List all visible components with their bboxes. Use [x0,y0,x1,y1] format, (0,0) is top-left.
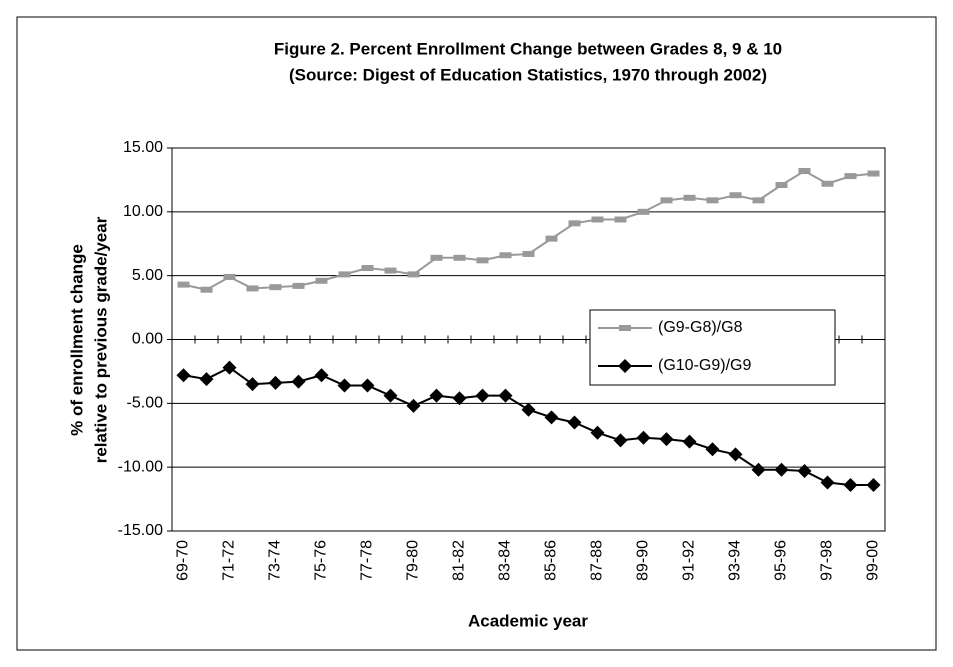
point [660,197,673,204]
point [176,368,191,383]
point [268,375,283,390]
x-tick-label: 93-94 [727,540,744,581]
point [499,252,512,259]
x-tick-label: 71-72 [221,540,238,581]
point [407,271,420,278]
y-tick-label: -10.00 [118,458,163,475]
point [476,257,489,264]
point [544,410,559,425]
point [291,374,306,389]
point [798,167,811,174]
legend-label: (G9-G8)/G8 [658,319,743,336]
point [314,368,329,383]
legend-box [589,309,836,386]
point [337,378,352,393]
x-tick-label: 87-88 [589,540,606,581]
x-tick-label: 77-78 [359,540,376,581]
legend: (G9-G8)/G8 (G10-G9)/G9 [589,309,836,386]
point [453,254,466,261]
point [246,285,259,292]
point [223,273,236,280]
point [636,430,651,445]
point [728,447,743,462]
point [452,391,467,406]
x-tick-label: 69-70 [175,540,192,581]
point [269,284,282,291]
point [867,170,880,177]
point [177,281,190,288]
point [522,250,535,257]
point [568,220,581,227]
point [406,398,421,413]
x-tick-label: 83-84 [497,540,514,581]
point [775,182,788,189]
x-axis-label: Academic year [468,611,588,630]
point [498,388,513,403]
y-tick-label: 5.00 [132,267,163,284]
point [820,475,835,490]
point [245,377,260,392]
point [384,267,397,274]
point [751,462,766,477]
x-tick-label: 99-00 [865,540,882,581]
point [659,432,674,447]
point [590,425,605,440]
point [705,442,720,457]
point [729,192,742,199]
point [429,388,444,403]
point [637,208,650,215]
x-tick-label: 91-92 [681,540,698,581]
point [199,372,214,387]
y-tick-label: -15.00 [118,522,163,539]
point [774,462,789,477]
legend-label: (G10-G9)/G9 [658,357,751,374]
point [821,180,834,187]
point [567,415,582,430]
point [844,173,857,180]
point [752,197,765,204]
point [360,378,375,393]
point [521,402,536,417]
x-tick-label: 81-82 [451,540,468,581]
y-axis-label: relative to previous grade/year [91,216,110,463]
x-tick-label: 95-96 [773,540,790,581]
point [383,388,398,403]
point [614,216,627,223]
x-tick-label: 97-98 [819,540,836,581]
point [361,265,374,272]
point [545,235,558,242]
point [338,271,351,278]
point [866,478,881,493]
point [682,434,697,449]
x-tick-label: 73-74 [267,540,284,581]
y-tick-label: -5.00 [127,395,164,412]
x-tick-label: 79-80 [405,540,422,581]
point [222,360,237,375]
point [797,463,812,478]
point [683,194,696,201]
point [430,254,443,261]
chart-title: Figure 2. Percent Enrollment Change betw… [274,39,782,58]
y-tick-label: 15.00 [123,139,163,156]
x-tick-label: 75-76 [313,540,330,581]
legend-marker [619,325,631,331]
point [315,277,328,284]
x-tick-label: 85-86 [543,540,560,581]
point [591,216,604,223]
y-tick-label: 0.00 [132,331,163,348]
point [843,478,858,493]
point [292,282,305,289]
chart-subtitle: (Source: Digest of Education Statistics,… [289,65,767,84]
point [475,388,490,403]
point [200,286,213,293]
x-tick-label: 89-90 [635,540,652,581]
y-axis-label: % of enrollment change [67,244,86,436]
point [706,197,719,204]
point [613,433,628,448]
y-tick-label: 10.00 [123,203,163,220]
legend-marker [618,359,632,373]
